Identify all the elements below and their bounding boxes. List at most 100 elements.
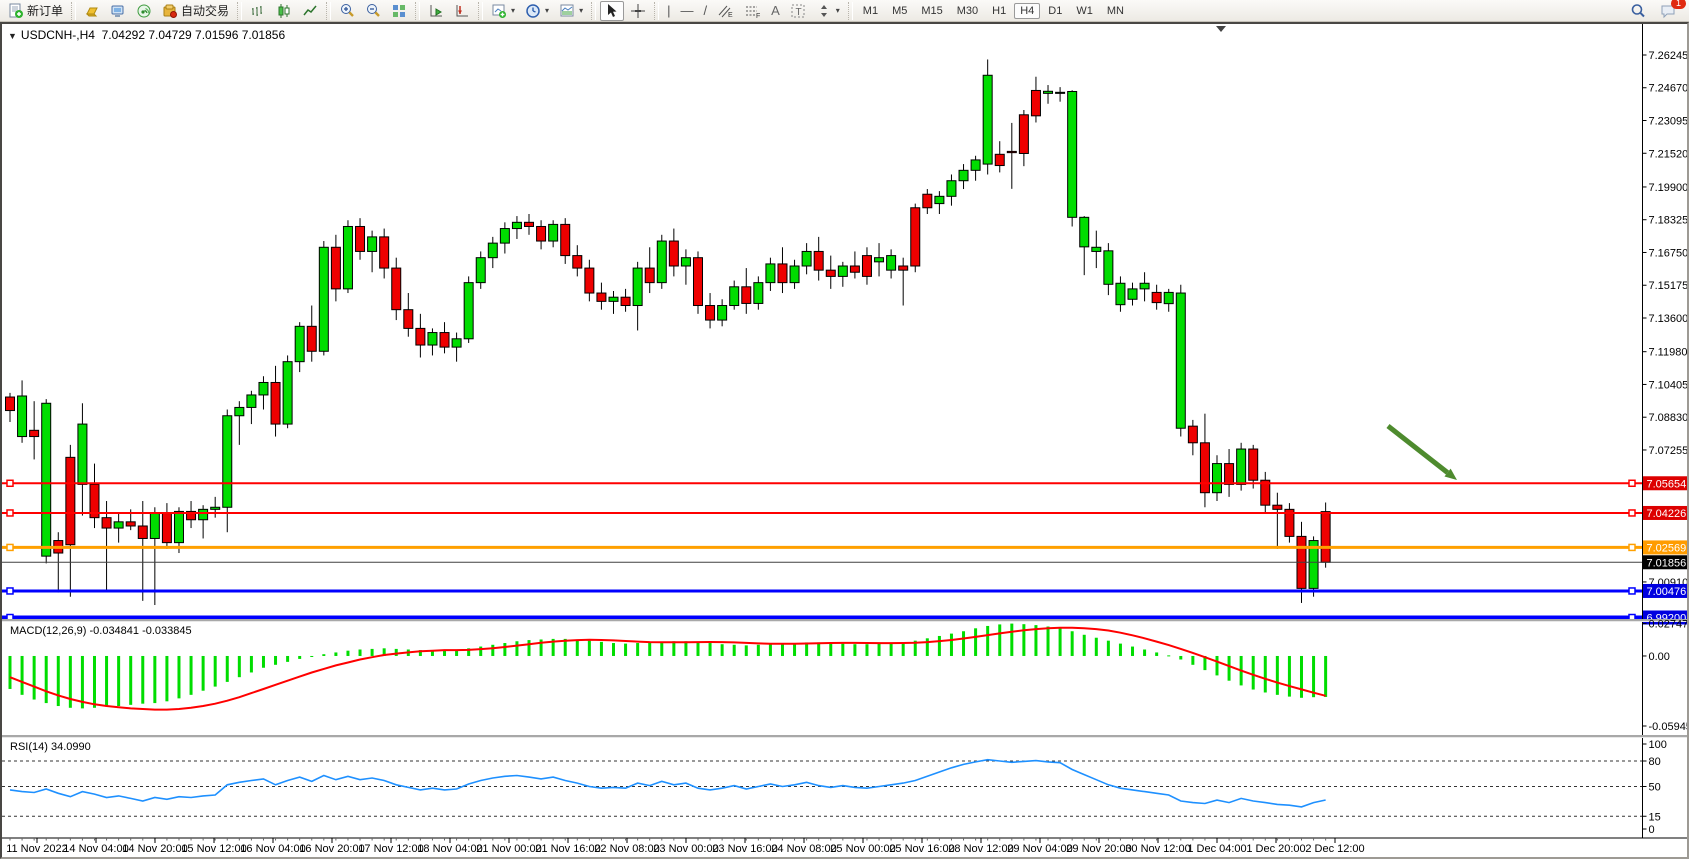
vertical-line-icon: | bbox=[667, 3, 671, 18]
pane-separator[interactable] bbox=[2, 619, 1687, 621]
macd-histogram-bar bbox=[503, 643, 507, 656]
rsi-scale-label: 15 bbox=[1649, 811, 1661, 823]
toolbar-separator bbox=[654, 1, 660, 20]
line-handle[interactable] bbox=[1628, 587, 1636, 595]
gold-ingot-icon bbox=[84, 3, 100, 19]
timeframe-m15-button[interactable]: M15 bbox=[921, 4, 943, 17]
macd-histogram-bar bbox=[998, 624, 1002, 656]
candlestick-mode-button[interactable] bbox=[272, 1, 296, 21]
template-button[interactable]: ▾ bbox=[555, 1, 587, 21]
candle-body bbox=[403, 309, 414, 329]
macd-histogram-bar bbox=[768, 644, 772, 656]
arrows-tool-button[interactable]: ▾ bbox=[812, 1, 844, 21]
line-handle[interactable] bbox=[6, 509, 14, 517]
candle-body bbox=[705, 305, 716, 321]
chart-shift-button[interactable] bbox=[450, 1, 474, 21]
chart-shift-marker[interactable] bbox=[1216, 26, 1226, 32]
auto-scroll-button[interactable] bbox=[424, 1, 448, 21]
macd-histogram-bar bbox=[937, 635, 941, 656]
line-handle[interactable] bbox=[6, 543, 14, 552]
candle-body bbox=[1030, 89, 1041, 117]
terminal-button[interactable] bbox=[106, 1, 130, 21]
annotation-arrow-line[interactable] bbox=[1386, 424, 1450, 475]
notifications-button[interactable]: 1 bbox=[1656, 0, 1686, 21]
candle-body bbox=[77, 423, 88, 485]
time-axis-label: 16 Nov 20:00 bbox=[299, 843, 364, 855]
new-order-button[interactable]: 新订单 bbox=[4, 0, 67, 21]
timeframe-mn-button[interactable]: MN bbox=[1106, 4, 1124, 17]
price-tick-label: 7.24670 bbox=[1649, 83, 1688, 95]
time-axis-label: 1 Dec 20:00 bbox=[1246, 843, 1305, 855]
main-toolbar: 新订单 自动交易 ▾ ▾ ▾ | — / bbox=[0, 0, 1689, 22]
equidistant-channel-tool-button[interactable]: E bbox=[713, 1, 738, 21]
chart-surface[interactable]: 7.26245 7.24670 7.23095 7.21520 7.19900 7.183… bbox=[2, 24, 1687, 857]
auto-trading-icon bbox=[162, 3, 178, 19]
price-tick-label: 7.07255 bbox=[1649, 445, 1688, 457]
macd-histogram-bar bbox=[817, 642, 821, 656]
bar-chart-mode-button[interactable] bbox=[246, 1, 270, 21]
candle-body bbox=[849, 265, 860, 273]
trendline-tool-button[interactable]: / bbox=[699, 1, 711, 20]
period-button[interactable]: ▾ bbox=[521, 1, 553, 21]
crosshair-tool-button[interactable] bbox=[626, 1, 650, 21]
timeframe-d1-button[interactable]: D1 bbox=[1048, 4, 1063, 17]
time-axis-label: 28 Nov 12:00 bbox=[948, 843, 1013, 855]
line-handle[interactable] bbox=[6, 587, 14, 595]
line-handle[interactable] bbox=[1628, 509, 1636, 517]
text-tool-button[interactable]: A bbox=[767, 1, 784, 20]
candle-body bbox=[620, 296, 631, 307]
cursor-tool-button[interactable] bbox=[600, 0, 625, 21]
market-watch-button[interactable] bbox=[80, 1, 104, 21]
horizontal-line-tool-button[interactable]: — bbox=[676, 1, 697, 20]
candle-body bbox=[1199, 442, 1210, 494]
macd-histogram-bar bbox=[841, 643, 845, 656]
timeframe-m5-button[interactable]: M5 bbox=[892, 4, 908, 17]
line-handle[interactable] bbox=[1628, 543, 1636, 552]
timeframe-m30-button[interactable]: M30 bbox=[956, 4, 979, 17]
tile-windows-button[interactable] bbox=[387, 1, 411, 21]
text-label-icon: T bbox=[790, 3, 806, 19]
price-tag bbox=[1643, 476, 1687, 491]
price-tick-label: 7.26245 bbox=[1649, 50, 1688, 62]
zoom-out-button[interactable] bbox=[361, 1, 385, 21]
annotation-arrow-head[interactable] bbox=[1444, 468, 1457, 480]
zoom-in-button[interactable] bbox=[335, 1, 359, 21]
candle-body bbox=[391, 267, 402, 311]
time-axis-label: 11 Nov 2022 bbox=[6, 843, 68, 855]
signals-button[interactable] bbox=[132, 1, 156, 21]
macd-histogram-bar bbox=[310, 655, 314, 657]
macd-label: MACD(12,26,9) -0.034841 -0.033845 bbox=[10, 625, 192, 637]
new-chart-button[interactable]: ▾ bbox=[487, 1, 519, 21]
price-tag bbox=[1643, 505, 1687, 520]
fibonacci-tool-button[interactable]: F bbox=[740, 1, 765, 21]
price-tick-label: 7.19900 bbox=[1649, 182, 1688, 194]
pane-separator[interactable] bbox=[2, 735, 1687, 737]
macd-histogram-bar bbox=[274, 655, 278, 665]
line-handle[interactable] bbox=[1628, 479, 1636, 488]
auto-trading-button[interactable]: 自动交易 bbox=[158, 0, 233, 21]
search-button[interactable] bbox=[1626, 1, 1650, 21]
chart-window[interactable]: ▼ USDCNH-,H4 7.04292 7.04729 7.01596 7.01… bbox=[0, 22, 1689, 859]
line-chart-mode-button[interactable] bbox=[298, 1, 322, 21]
macd-histogram-bar bbox=[237, 655, 241, 678]
macd-histogram-bar bbox=[1155, 652, 1159, 656]
symbol-dropdown-icon[interactable]: ▼ bbox=[8, 31, 17, 41]
line-handle[interactable] bbox=[6, 479, 14, 488]
timeframe-h1-button[interactable]: H1 bbox=[992, 4, 1007, 17]
macd-histogram-bar bbox=[720, 644, 724, 656]
macd-histogram-bar bbox=[949, 633, 953, 656]
macd-histogram-bar bbox=[1312, 655, 1316, 698]
macd-histogram-bar bbox=[80, 655, 84, 709]
new-order-label: 新订单 bbox=[27, 4, 64, 18]
chevron-down-icon: ▾ bbox=[545, 6, 550, 15]
timeframe-h4-button[interactable]: H4 bbox=[1014, 2, 1041, 19]
price-tick-label: 7.23095 bbox=[1649, 116, 1688, 128]
toolbar-separator bbox=[71, 1, 77, 20]
vertical-line-tool-button[interactable]: | bbox=[663, 1, 674, 20]
text-label-tool-button[interactable]: T bbox=[786, 1, 810, 21]
timeframe-w1-button[interactable]: W1 bbox=[1076, 4, 1093, 17]
price-tick-label: 7.18325 bbox=[1649, 215, 1688, 227]
macd-histogram-bar bbox=[684, 641, 688, 656]
macd-histogram-bar bbox=[298, 655, 302, 659]
timeframe-m1-button[interactable]: M1 bbox=[862, 4, 879, 17]
